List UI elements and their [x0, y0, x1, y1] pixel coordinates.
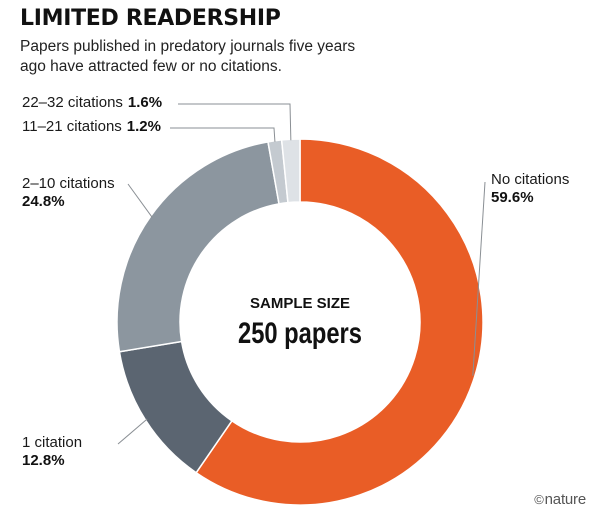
leader-no-citations: [472, 181, 486, 376]
slice-2-10-citations: [116, 140, 280, 353]
chart-title: LIMITED READERSHIP: [20, 6, 281, 31]
copyright-icon: ©: [534, 492, 544, 507]
slice-22-32-citations: [280, 138, 301, 204]
value-1-citation: 12.8%: [22, 452, 65, 469]
leader-11-21-citations: [170, 127, 276, 142]
leader-22-32-citations: [178, 103, 292, 141]
leader-lines: [117, 103, 486, 445]
value-11-21-citations: 1.2%: [127, 118, 161, 135]
value-no-citations: 59.6%: [491, 189, 534, 206]
center-label: SAMPLE SIZE: [250, 295, 350, 312]
leader-2-10-citations: [127, 183, 153, 218]
credit-text: nature: [544, 491, 587, 508]
label-22-32-citations: 22–32 citations: [22, 94, 123, 111]
value-2-10-citations: 24.8%: [22, 193, 65, 210]
nature-credit: ©nature: [534, 491, 586, 508]
center-value: 250 papers: [238, 317, 362, 350]
label-11-21-citations: 11–21 citations: [22, 118, 122, 135]
slice-no-citations: [195, 138, 484, 506]
label-no-citations: No citations: [491, 171, 569, 188]
donut-slices: [116, 138, 484, 506]
chart-subtitle: Papers published in predatory journals f…: [20, 38, 356, 75]
label-1-citation: 1 citation: [22, 434, 82, 451]
leader-1-citation: [117, 418, 148, 445]
label-2-10-citations: 2–10 citations: [22, 175, 115, 192]
value-22-32-citations: 1.6%: [128, 94, 162, 111]
